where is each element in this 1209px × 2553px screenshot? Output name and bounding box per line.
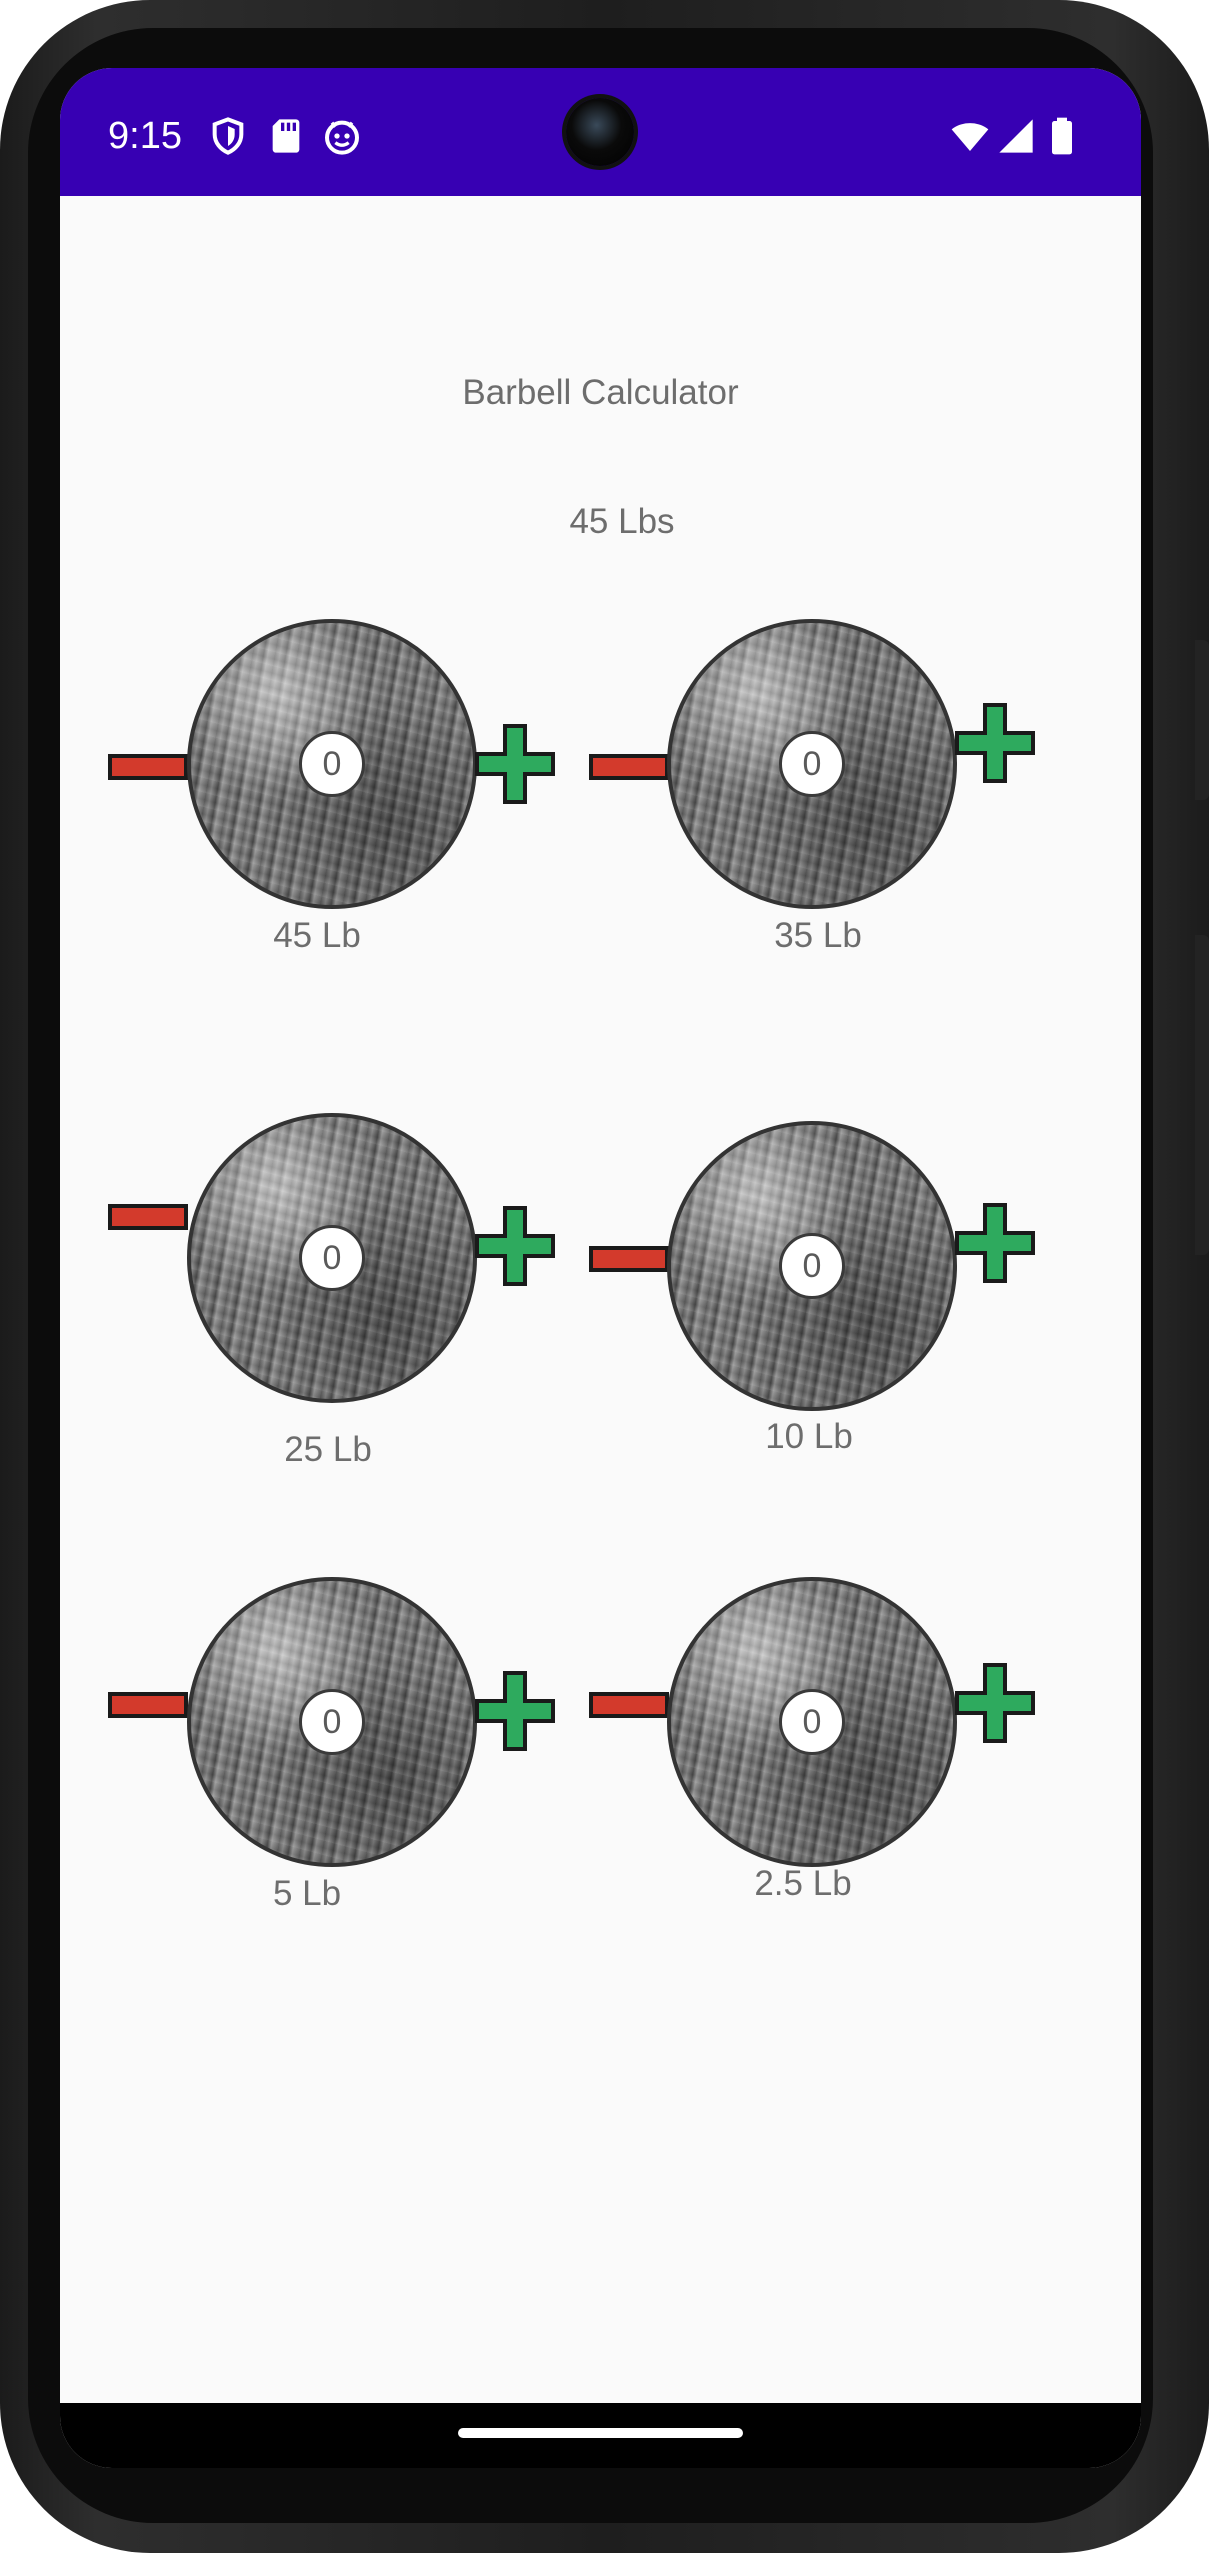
plate-5: 0 <box>187 1577 477 1867</box>
add-plate-10-button[interactable] <box>955 1203 1035 1283</box>
cellular-signal-icon <box>999 119 1033 153</box>
plate-45: 0 <box>187 619 477 909</box>
plate-count-10: 0 <box>779 1233 845 1299</box>
remove-plate-45-button[interactable] <box>108 754 188 780</box>
battery-icon <box>1052 117 1072 155</box>
plate-label-2-5: 2.5 Lb <box>754 1864 852 1903</box>
page-title: Barbell Calculator <box>462 373 739 412</box>
plate-2-5: 0 <box>667 1577 957 1867</box>
power-button <box>1195 640 1209 800</box>
screen: 9:15 <box>60 68 1141 2468</box>
status-time: 9:15 <box>108 115 182 157</box>
remove-plate-2-5-button[interactable] <box>589 1692 669 1718</box>
status-bar: 9:15 <box>60 68 1141 196</box>
plate-label-5: 5 Lb <box>272 1874 342 1913</box>
remove-plate-5-button[interactable] <box>108 1692 188 1718</box>
shield-icon <box>212 117 244 155</box>
add-plate-45-button[interactable] <box>475 724 555 804</box>
add-plate-5-button[interactable] <box>475 1671 555 1751</box>
add-plate-2-5-button[interactable] <box>955 1663 1035 1743</box>
plate-count-45: 0 <box>299 731 365 797</box>
plate-label-25: 25 Lb <box>284 1430 372 1469</box>
android-debug-icon <box>325 120 359 155</box>
plate-count-5: 0 <box>299 1689 365 1755</box>
remove-plate-10-button[interactable] <box>589 1246 669 1272</box>
plate-count-2-5: 0 <box>779 1689 845 1755</box>
plate-count-25: 0 <box>299 1225 365 1291</box>
home-gesture-handle[interactable] <box>458 2428 743 2438</box>
plate-35: 0 <box>667 619 957 909</box>
volume-button <box>1195 935 1209 1255</box>
plate-count-35: 0 <box>779 731 845 797</box>
plate-label-10: 10 Lb <box>765 1417 853 1456</box>
plate-label-35: 35 Lb <box>774 916 862 955</box>
plate-10: 0 <box>667 1121 957 1411</box>
add-plate-35-button[interactable] <box>955 703 1035 783</box>
wifi-icon <box>951 123 989 151</box>
add-plate-25-button[interactable] <box>475 1206 555 1286</box>
remove-plate-35-button[interactable] <box>589 754 669 780</box>
total-weight: 45 Lbs <box>569 502 675 541</box>
plate-25: 0 <box>187 1113 477 1403</box>
remove-plate-25-button[interactable] <box>108 1204 188 1230</box>
sd-card-icon <box>272 119 300 153</box>
front-camera <box>566 98 634 166</box>
plate-label-45: 45 Lb <box>273 916 361 955</box>
